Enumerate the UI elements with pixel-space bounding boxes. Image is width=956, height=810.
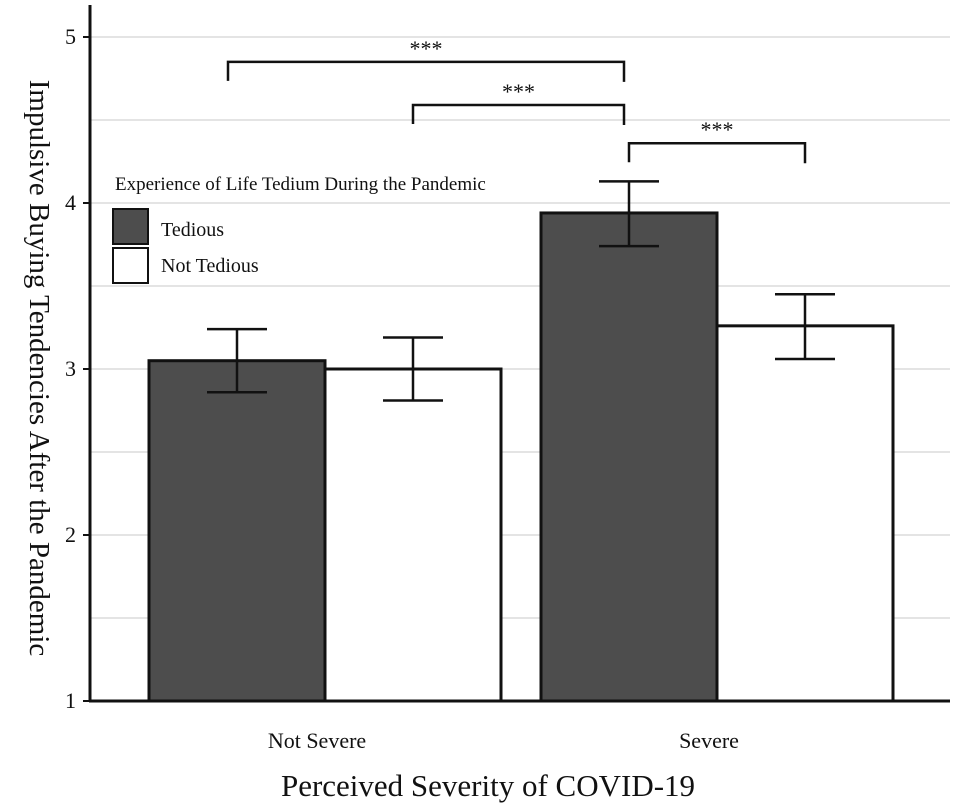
legend-swatch-tedious	[112, 208, 149, 245]
significance-label: ***	[701, 117, 734, 142]
y-tick-label: 3	[65, 356, 76, 381]
tick-labels: 1 2 3 4 5 Not Severe Severe	[65, 24, 739, 753]
significance-label: ***	[410, 36, 443, 61]
significance-brackets: *** *** ***	[226, 36, 807, 164]
significance-bracket: ***	[226, 36, 626, 82]
error-bar	[207, 327, 267, 394]
y-tick-label: 4	[65, 190, 76, 215]
error-bars	[207, 180, 835, 402]
y-tick-label: 1	[65, 688, 76, 713]
y-tick-label: 5	[65, 24, 76, 49]
y-tick-label: 2	[65, 522, 76, 547]
x-tick-label: Not Severe	[268, 728, 366, 753]
bar-tedious-severe	[539, 211, 719, 703]
legend: Experience of Life Tedium During the Pan…	[112, 174, 486, 284]
legend-title: Experience of Life Tedium During the Pan…	[115, 174, 486, 195]
x-axis-title: Perceived Severity of COVID-19	[281, 768, 695, 803]
significance-bracket: ***	[627, 117, 807, 164]
legend-label-tedious: Tedious	[161, 219, 224, 241]
error-bar	[383, 336, 443, 402]
error-bar	[775, 293, 835, 361]
error-bar	[599, 180, 659, 248]
significance-bracket: ***	[411, 79, 626, 126]
significance-label: ***	[502, 79, 535, 104]
legend-label-not-tedious: Not Tedious	[161, 255, 259, 277]
legend-swatch-not-tedious	[112, 247, 149, 284]
bar-not-tedious-not-severe	[323, 367, 503, 703]
axes	[88, 5, 950, 703]
y-axis-title: Impulsive Buying Tendencies After the Pa…	[23, 80, 55, 657]
bar-tedious-not-severe	[147, 359, 327, 703]
x-tick-label: Severe	[679, 728, 739, 753]
bars	[147, 211, 895, 703]
bar-not-tedious-severe	[715, 324, 895, 703]
